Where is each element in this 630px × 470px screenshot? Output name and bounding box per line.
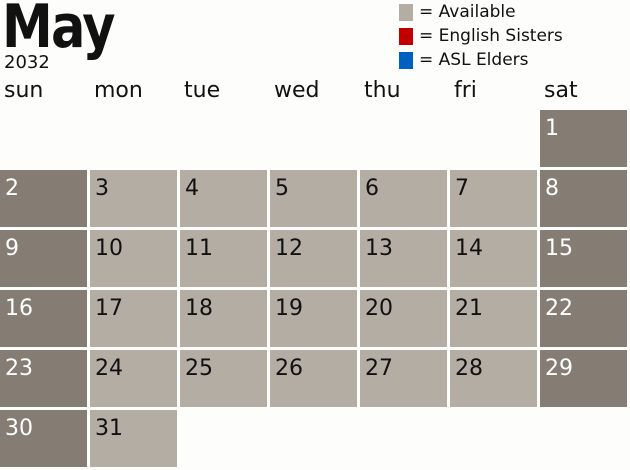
day-cell[interactable]: 16 [0, 290, 87, 347]
day-cell[interactable]: 14 [450, 230, 537, 287]
legend-item: = ASL Elders [399, 48, 563, 72]
legend-swatch [399, 3, 413, 21]
day-cell[interactable]: 5 [270, 170, 357, 227]
day-cell[interactable]: 4 [180, 170, 267, 227]
day-cell[interactable]: 12 [270, 230, 357, 287]
day-cell[interactable]: 23 [0, 350, 87, 407]
weekday-header-wed: wed [274, 78, 320, 103]
day-cell[interactable]: 31 [90, 410, 177, 467]
day-cell[interactable]: 21 [450, 290, 537, 347]
day-cell[interactable]: 9 [0, 230, 87, 287]
day-cell[interactable]: 19 [270, 290, 357, 347]
day-cell[interactable]: 30 [0, 410, 87, 467]
day-cell[interactable]: 28 [450, 350, 537, 407]
legend-label: = English Sisters [419, 26, 563, 46]
weekday-header-mon: mon [94, 78, 143, 103]
legend-label: = Available [419, 2, 516, 22]
weekday-header-thu: thu [364, 78, 401, 103]
year-label: 2032 [4, 52, 50, 73]
day-cell[interactable]: 27 [360, 350, 447, 407]
day-cell[interactable]: 8 [540, 170, 627, 227]
legend-swatch [399, 51, 413, 69]
day-cell[interactable]: 13 [360, 230, 447, 287]
day-cell[interactable]: 10 [90, 230, 177, 287]
day-cell[interactable]: 11 [180, 230, 267, 287]
weekday-header-fri: fri [454, 78, 477, 103]
day-cell[interactable]: 26 [270, 350, 357, 407]
day-cell[interactable]: 17 [90, 290, 177, 347]
day-cell[interactable]: 6 [360, 170, 447, 227]
day-cell[interactable]: 20 [360, 290, 447, 347]
legend-item: = English Sisters [399, 24, 563, 48]
day-cell[interactable]: 18 [180, 290, 267, 347]
day-cell[interactable]: 3 [90, 170, 177, 227]
day-cell[interactable]: 24 [90, 350, 177, 407]
legend: = Available = English Sisters = ASL Elders [399, 0, 563, 72]
legend-swatch [399, 27, 413, 45]
day-cell[interactable]: 1 [540, 110, 627, 167]
weekday-header-sat: sat [544, 78, 578, 103]
month-title: May [2, 0, 115, 62]
legend-item: = Available [399, 0, 563, 24]
day-cell[interactable]: 22 [540, 290, 627, 347]
day-cell[interactable]: 29 [540, 350, 627, 407]
weekday-header-tue: tue [184, 78, 221, 103]
day-cell[interactable]: 2 [0, 170, 87, 227]
day-cell[interactable]: 25 [180, 350, 267, 407]
day-cell[interactable]: 7 [450, 170, 537, 227]
weekday-header-sun: sun [4, 78, 44, 103]
legend-label: = ASL Elders [419, 50, 529, 70]
day-cell[interactable]: 15 [540, 230, 627, 287]
